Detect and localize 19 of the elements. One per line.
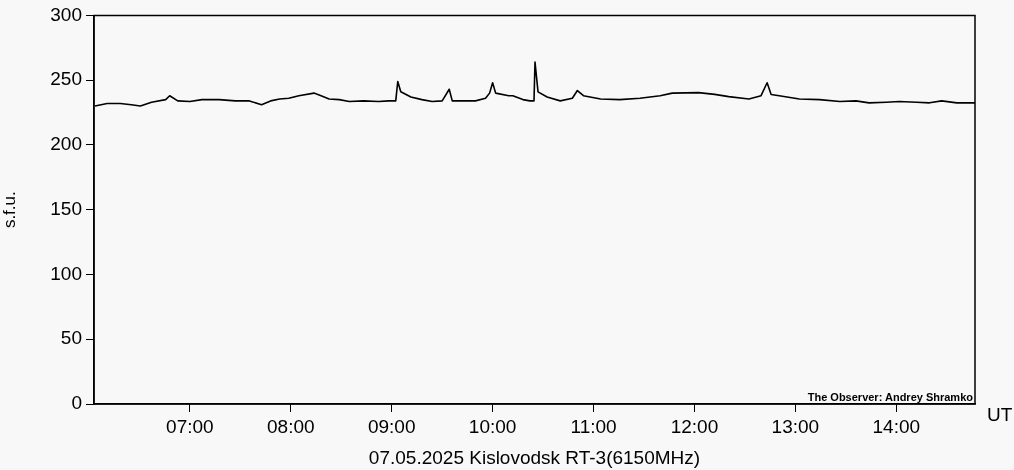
x-tick-label: 07:00 [166, 415, 214, 437]
y-tick-label: 0 [71, 392, 82, 414]
y-tick-label: 250 [50, 68, 82, 90]
x-tick-label: 12:00 [670, 415, 719, 437]
y-tick-label: 200 [50, 133, 82, 155]
x-axis-title: 07.05.2025 Kislovodsk RT-3(6150MHz) [368, 446, 701, 468]
y-axis-title: s.f.u. [0, 191, 19, 229]
x-tick-label: 08:00 [267, 415, 315, 437]
x-tick-label: 11:00 [570, 415, 617, 437]
y-tick-label: 300 [50, 3, 82, 25]
y-tick-label: 150 [50, 197, 82, 219]
y-tick-label: 50 [60, 327, 82, 349]
y-tick-label: 100 [50, 262, 82, 284]
text: UT [987, 404, 1013, 426]
annotation: The Observer: Andrey Shramko [807, 390, 974, 403]
x-tick-label: 13:00 [771, 415, 820, 437]
x-tick-label: 10:00 [468, 415, 517, 437]
x-tick-label: 14:00 [872, 415, 921, 437]
x-tick-label: 09:00 [367, 415, 416, 437]
